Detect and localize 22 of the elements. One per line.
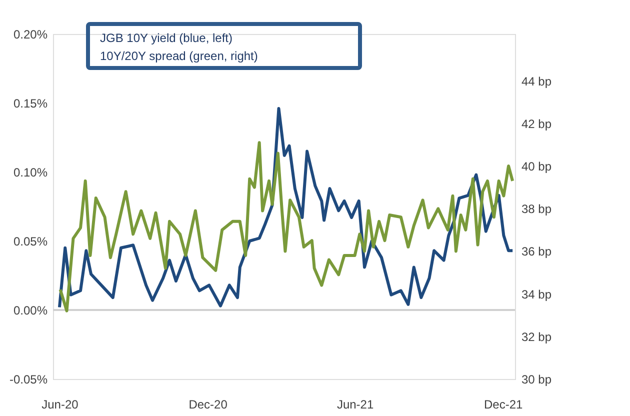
y2-tick-label: 42 bp bbox=[522, 116, 552, 131]
y2-tick-label: 44 bp bbox=[522, 74, 552, 88]
annotation: 10Y/20Y spread (green, right) bbox=[100, 49, 258, 63]
y-tick-label: 0.20% bbox=[13, 28, 48, 42]
y2-tick-label: 34 bp bbox=[522, 287, 552, 302]
y2-tick-label: 32 bp bbox=[522, 330, 552, 344]
x-tick-label: Jun-20 bbox=[42, 398, 79, 412]
y2-tick-label: 30 bp bbox=[522, 372, 552, 386]
y2-tick-label: 38 bp bbox=[522, 202, 552, 216]
y-tick-label: -0.05% bbox=[9, 372, 48, 386]
annotation: JGB 10Y yield (blue, left) bbox=[100, 31, 233, 45]
y2-tick-label: 36 bp bbox=[522, 244, 552, 259]
y-tick-label: 0.15% bbox=[13, 96, 48, 110]
x-tick-label: Jun-21 bbox=[336, 398, 374, 412]
line-series bbox=[58, 107, 514, 309]
y-tick-label: 0.05% bbox=[13, 234, 48, 248]
y-tick-label: 0.10% bbox=[13, 166, 48, 180]
y2-tick-label: 40 bp bbox=[522, 160, 552, 174]
y-tick-label: 0.00% bbox=[13, 304, 48, 318]
x-tick-label: Dec-21 bbox=[484, 398, 524, 412]
x-tick-label: Dec-20 bbox=[188, 398, 228, 412]
line-series bbox=[58, 141, 514, 312]
